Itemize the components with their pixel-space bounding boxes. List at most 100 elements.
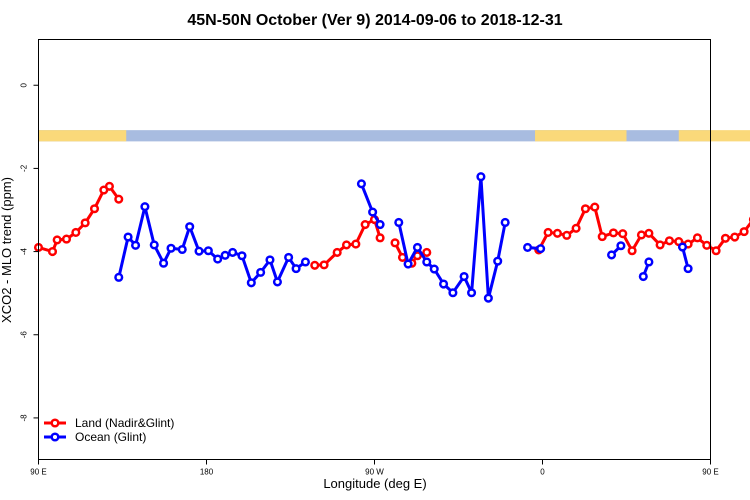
data-point [159, 258, 169, 268]
data-point [256, 267, 266, 277]
data-point [332, 247, 342, 257]
data-point [467, 288, 477, 298]
data-point [730, 232, 740, 242]
data-point [627, 246, 637, 256]
data-point [47, 247, 58, 257]
data-point [265, 255, 275, 265]
data-point [166, 243, 176, 253]
data-point [644, 228, 654, 238]
data-point [228, 247, 238, 257]
data-point [131, 240, 141, 250]
data-point [459, 271, 469, 282]
data-point [608, 228, 618, 238]
data-point [123, 232, 133, 242]
data-point [476, 172, 486, 182]
data-point [739, 227, 749, 237]
data-point [412, 242, 422, 252]
data-point [523, 242, 533, 252]
legend-marker [50, 418, 60, 428]
x-tick-label: 0 [540, 468, 545, 477]
data-point [114, 194, 124, 204]
y-tick-label: -6 [20, 331, 29, 339]
data-point [429, 264, 439, 274]
data-point [104, 181, 114, 191]
data-point [291, 264, 301, 274]
series-land [33, 181, 750, 270]
data-point [203, 246, 213, 256]
data-point [80, 218, 90, 228]
data-point [368, 207, 378, 217]
data-point [185, 222, 195, 232]
y-tick-label: -8 [20, 414, 29, 422]
data-point [636, 230, 646, 240]
data-point [284, 252, 294, 262]
land-band [535, 130, 627, 142]
data-point [702, 240, 712, 250]
data-point [580, 204, 590, 214]
data-point [618, 229, 628, 239]
data-point [272, 277, 282, 287]
data-point [356, 179, 366, 189]
data-point [720, 233, 730, 243]
data-point [493, 256, 503, 266]
data-point [237, 251, 247, 261]
data-point [177, 244, 187, 255]
data-point [536, 244, 546, 254]
data-point [319, 260, 329, 270]
y-axis-label: XCO2 - MLO trend (ppm) [0, 177, 14, 323]
data-point [375, 233, 385, 243]
data-point [683, 264, 693, 274]
data-point [500, 217, 510, 228]
data-point [341, 240, 352, 250]
data-point [483, 293, 493, 303]
data-point [246, 278, 256, 288]
land-band [678, 130, 750, 142]
data-point [692, 233, 702, 243]
data-point [638, 271, 648, 282]
data-point [590, 202, 600, 212]
series-line [117, 205, 307, 285]
data-point [616, 241, 626, 251]
data-point [71, 227, 81, 238]
data-point [360, 219, 370, 230]
data-point [375, 219, 385, 230]
legend-marker [50, 432, 60, 442]
data-point [213, 254, 223, 264]
data-point [194, 246, 204, 256]
data-point [448, 288, 458, 298]
data-point [711, 246, 721, 256]
legend-label: Ocean (Glint) [75, 430, 146, 444]
data-point [422, 257, 432, 267]
x-tick-label: 90 E [30, 468, 46, 477]
land-band [38, 130, 127, 142]
legend: Land (Nadir&Glint)Ocean (Glint) [44, 416, 174, 444]
data-point [140, 202, 150, 212]
series-layer [33, 172, 750, 303]
x-tick-label: 90 W [365, 468, 384, 477]
data-point [422, 247, 432, 257]
data-point [114, 272, 124, 282]
data-point [644, 257, 654, 267]
x-axis: 90 E 180 90 W 0 90 E [30, 459, 719, 477]
data-point [149, 240, 159, 250]
data-point [403, 259, 413, 269]
series-line [397, 175, 507, 300]
data-point [664, 236, 674, 246]
legend-label: Land (Nadir&Glint) [75, 416, 174, 430]
data-point [562, 230, 572, 240]
ocean-band [38, 130, 711, 142]
series-line [537, 205, 750, 253]
data-point [439, 279, 449, 289]
land-ocean-strip [38, 130, 750, 142]
data-point [351, 239, 361, 249]
data-point [310, 260, 320, 270]
chart-title: 45N-50N October (Ver 9) 2014-09-06 to 20… [187, 12, 562, 29]
x-tick-label: 90 E [702, 468, 718, 477]
y-axis: 0 -2 -4 -6 -8 [20, 82, 39, 421]
data-point [300, 257, 310, 267]
data-point [552, 228, 562, 238]
data-point [543, 227, 553, 238]
x-tick-label: 180 [200, 468, 214, 477]
y-tick-label: -4 [20, 247, 29, 255]
